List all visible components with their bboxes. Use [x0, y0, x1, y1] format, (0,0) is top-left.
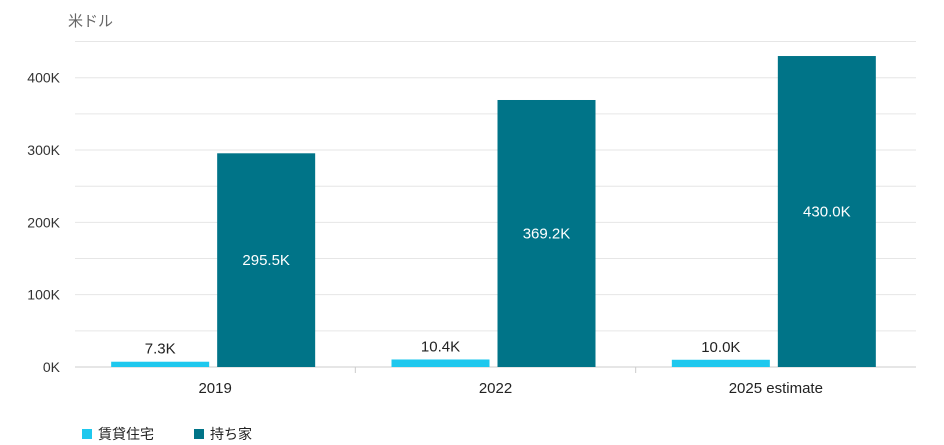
- y-tick-label: 0K: [43, 359, 61, 375]
- x-category-label: 2025 estimate: [729, 380, 823, 397]
- legend-label-owned: 持ち家: [210, 427, 252, 443]
- legend-label-rental: 賃貸住宅: [98, 427, 154, 443]
- legend-item-rental: 賃貸住宅: [82, 424, 154, 444]
- data-label-owned: 430.0K: [803, 204, 851, 221]
- bar-owned: [217, 153, 316, 367]
- y-tick-label: 300K: [27, 142, 60, 158]
- bar-owned: [497, 99, 596, 367]
- y-axis-unit-label: 米ドル: [68, 12, 114, 30]
- legend-swatch-owned: [194, 429, 204, 439]
- x-category-label: 2022: [479, 380, 512, 397]
- legend-swatch-rental: [82, 429, 92, 439]
- y-tick-label: 200K: [27, 214, 60, 230]
- legend: 賃貸住宅 持ち家: [82, 424, 252, 444]
- x-category-label: 2019: [198, 380, 231, 397]
- data-label-owned: 295.5K: [242, 252, 290, 269]
- data-label-rental: 10.4K: [421, 338, 460, 355]
- data-label-rental: 10.0K: [701, 339, 740, 356]
- bar-owned: [777, 56, 876, 368]
- bar-rental: [671, 359, 770, 367]
- bar-rental: [391, 359, 490, 367]
- y-tick-label: 100K: [27, 287, 60, 303]
- legend-item-owned: 持ち家: [194, 424, 252, 444]
- bar-rental: [111, 361, 210, 367]
- data-label-rental: 7.3K: [145, 341, 176, 358]
- y-tick-label: 400K: [27, 70, 60, 86]
- data-label-owned: 369.2K: [523, 225, 571, 242]
